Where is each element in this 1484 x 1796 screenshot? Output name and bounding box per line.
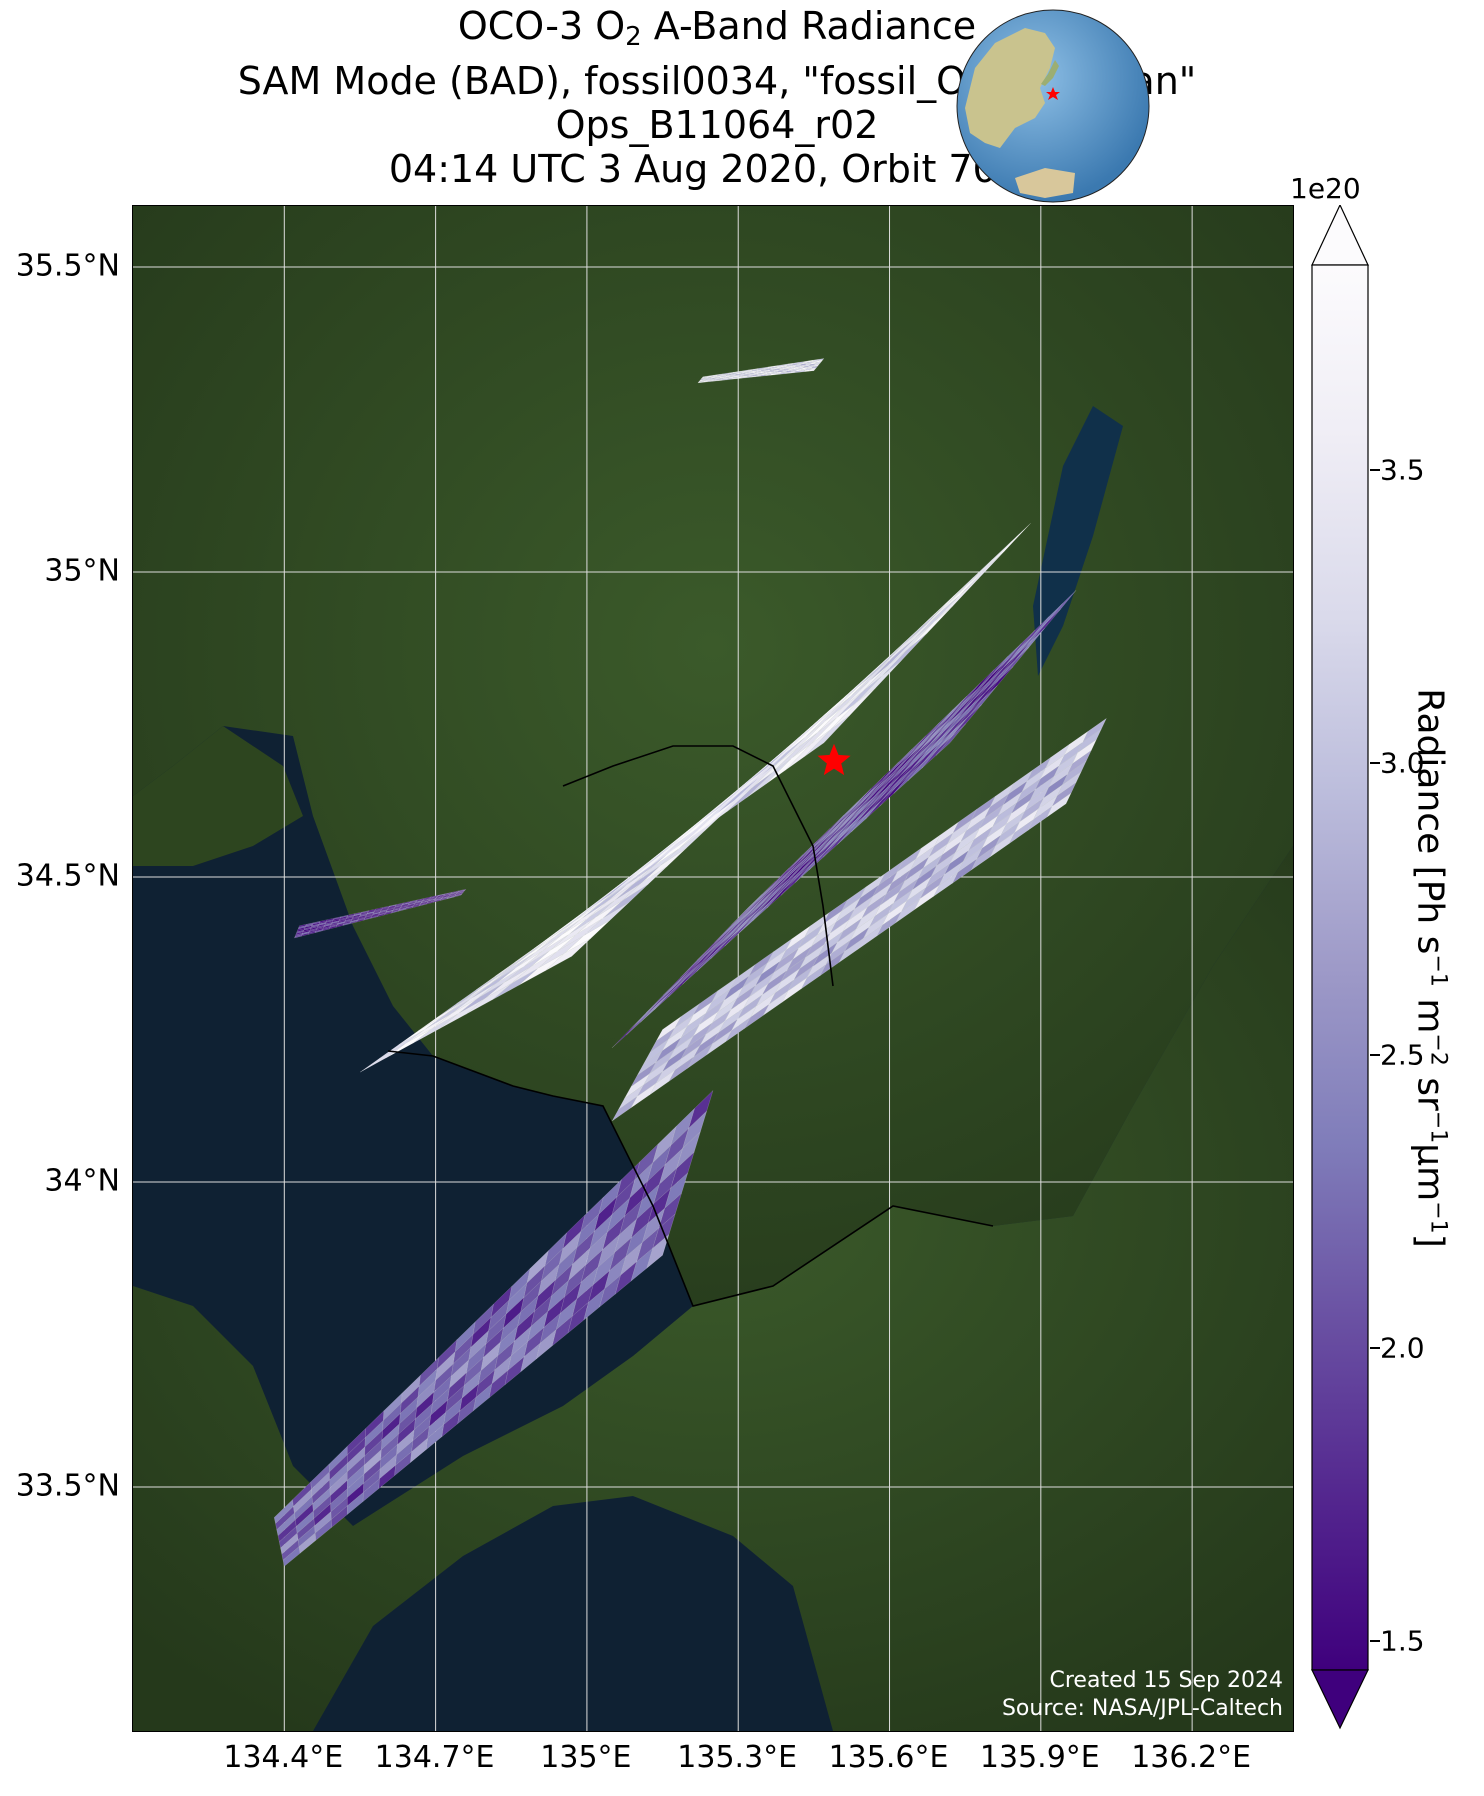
- lake-biwa: [1033, 406, 1123, 676]
- latitude-label: 35°N: [44, 553, 120, 589]
- footprint-cell: [935, 723, 966, 756]
- colorbar-tick-mark: [1370, 761, 1380, 764]
- title-line-3: Ops_B11064_r02: [555, 103, 879, 147]
- map-panel[interactable]: Created 15 Sep 2024 Source: NASA/JPL-Cal…: [132, 205, 1294, 1732]
- source-line: Source: NASA/JPL-Caltech: [1001, 1696, 1283, 1721]
- footprint-cell: [808, 368, 816, 372]
- longitude-label: 136.2°E: [1131, 1740, 1252, 1775]
- coastline: [387, 745, 994, 1307]
- colorbar-tick-label: 3.5: [1380, 453, 1425, 487]
- colorbar-label: Radiance [Ph s−1 m−2 sr−1μm−1]: [1409, 688, 1451, 1248]
- swath-4: [273, 1090, 714, 1567]
- map-canvas: [133, 206, 1293, 1731]
- colorbar-tick-label: 2.5: [1380, 1038, 1425, 1072]
- swath-6: [293, 888, 467, 939]
- footprint-cell: [646, 1233, 670, 1269]
- latitude-label: 34°N: [44, 1163, 120, 1199]
- colorbar-tick-label: 2.0: [1380, 1331, 1425, 1365]
- colorbar: [1311, 205, 1369, 1730]
- colorbar-tick-label: 3.0: [1380, 746, 1425, 780]
- globe-japan: [1041, 60, 1059, 86]
- colorbar-extend-bottom: [1311, 1669, 1369, 1730]
- longitude-label: 135°E: [540, 1740, 632, 1775]
- longitude-label: 135.6°E: [828, 1740, 949, 1775]
- colorbar-tick-mark: [1370, 1639, 1380, 1642]
- land-south: [133, 846, 1293, 1731]
- globe-asia: [965, 28, 1055, 148]
- footprint-cell: [1046, 792, 1072, 818]
- colorbar-exponent: 1e20: [1290, 172, 1361, 205]
- globe-target-star-icon: [1046, 87, 1060, 100]
- swath-2: [611, 590, 1077, 1048]
- longitude-label: 134.4°E: [223, 1740, 344, 1775]
- land-shikoku-west: [133, 726, 303, 866]
- swath-1: [359, 523, 1031, 1073]
- credit-text: Created 15 Sep 2024 Source: NASA/JPL-Cal…: [1002, 1667, 1283, 1723]
- swath-5: [697, 358, 825, 384]
- created-date: Created 15 Sep 2024: [1049, 1668, 1284, 1693]
- colorbar-extend-top: [1311, 205, 1369, 266]
- longitude-label: 135.3°E: [677, 1740, 798, 1775]
- footprint-cell: [453, 894, 463, 898]
- target-star-icon: [817, 743, 851, 776]
- swath-3: [611, 717, 1108, 1122]
- latitude-label: 35.5°N: [15, 248, 120, 284]
- title-line-1: OCO-3 O2 A-Band Radiance: [457, 4, 977, 52]
- colorbar-body: [1311, 264, 1369, 1671]
- latitude-label: 34.5°N: [15, 858, 120, 894]
- colorbar-tick-mark: [1370, 1347, 1380, 1350]
- longitude-label: 134.7°E: [374, 1740, 495, 1775]
- longitude-label: 135.9°E: [979, 1740, 1100, 1775]
- colorbar-tick-label: 1.5: [1380, 1624, 1425, 1658]
- title-line-4: 04:14 UTC 3 Aug 2020, Orbit 7080: [388, 147, 1046, 191]
- colorbar-tick-mark: [1370, 468, 1380, 471]
- chart-title: OCO-3 O2 A-Band Radiance SAM Mode (BAD),…: [0, 4, 1434, 191]
- colorbar-tick-mark: [1370, 1054, 1380, 1057]
- graticule: [133, 206, 1293, 1731]
- inset-globe: [956, 9, 1150, 203]
- footprint-swaths: [273, 358, 1108, 1567]
- title-line-2: SAM Mode (BAD), fossil0034, "fossil_Osak…: [237, 59, 1197, 103]
- globe-australia: [1015, 168, 1075, 198]
- latitude-label: 33.5°N: [15, 1468, 120, 1504]
- footprint-cell: [804, 715, 850, 757]
